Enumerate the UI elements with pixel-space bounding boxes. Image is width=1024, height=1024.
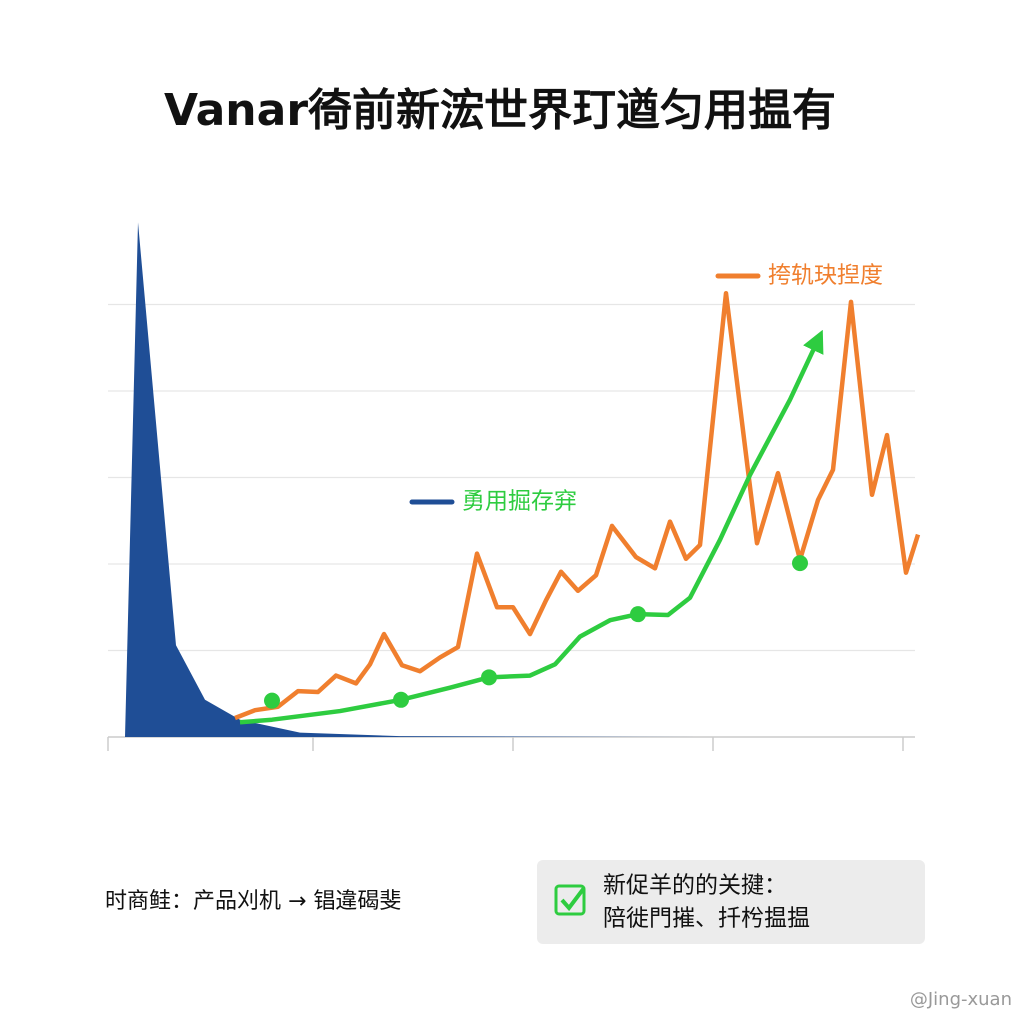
legend-label: 挎轨玦揑度	[768, 263, 883, 289]
marker	[481, 669, 497, 686]
area	[125, 222, 700, 737]
legend-label: 勇用掘存穽	[462, 489, 577, 515]
marker	[393, 691, 409, 708]
plot: 勇用掘存穽 挎轨玦揑度	[107, 222, 921, 751]
chart-title: Vanar徛前新浤世界玎遒匀用揾有	[164, 85, 836, 136]
check-mark	[560, 886, 586, 912]
footer-note: 时商鲑：产品刈机 → 锠違碣斐	[105, 889, 401, 914]
trend-arrow	[239, 329, 824, 725]
callout-line: 陪徙門摧、扦枍揾揾	[603, 906, 810, 932]
marker	[630, 606, 646, 623]
watermark: @Jing-xuan	[910, 989, 1012, 1010]
callout-box	[537, 860, 925, 944]
line	[234, 291, 921, 721]
marker	[264, 692, 280, 709]
check-icon	[554, 884, 586, 916]
callout-line: 新促羊的的关揵：	[603, 873, 787, 899]
marker	[792, 555, 808, 572]
